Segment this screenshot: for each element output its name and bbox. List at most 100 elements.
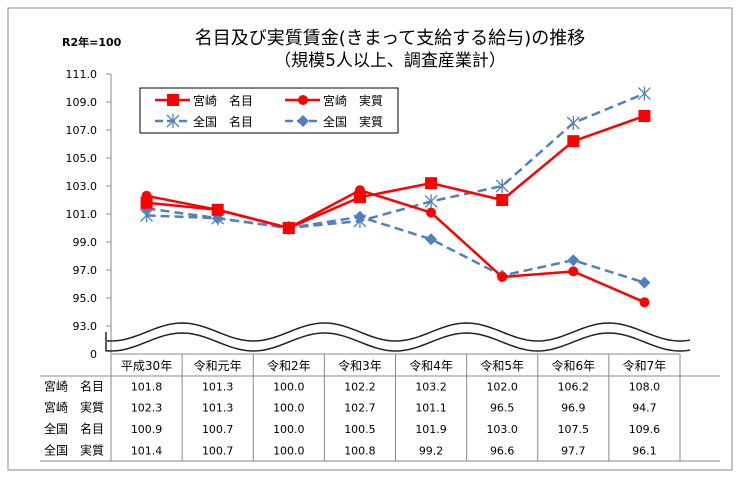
series-line [146, 92, 645, 230]
series-line [146, 114, 645, 230]
y-tick-label: 107.0 [66, 124, 98, 137]
legend-label: 全国 名目 [193, 114, 253, 129]
y-axis-label: R2年=100 [62, 35, 122, 49]
data-point-diamond [425, 233, 438, 246]
y-tick-label: 97.0 [73, 264, 98, 277]
table-cell: 100.5 [344, 423, 376, 436]
series-line [146, 207, 645, 284]
table-cell: 102.2 [344, 381, 376, 394]
table-cell: 108.0 [629, 381, 661, 394]
legend-item: 宮崎 実質 [285, 93, 383, 108]
table-cell: 100.8 [344, 445, 376, 458]
table-row-label: 宮崎 名目 [44, 379, 104, 394]
legend-item: 全国 名目 [155, 114, 253, 129]
data-point-asterisk [166, 114, 180, 128]
table-cell: 101.9 [415, 423, 447, 436]
table-row-label: 全国 実質 [44, 443, 104, 458]
data-point-square [353, 191, 366, 204]
table-row-label: 全国 名目 [44, 421, 104, 436]
data-point-diamond [638, 276, 651, 289]
data-point-circle [497, 272, 508, 282]
data-point-diamond [297, 115, 309, 127]
table-cell: 103.2 [415, 381, 447, 394]
data-point-square [496, 194, 509, 206]
data-point-asterisk [495, 179, 509, 193]
data-point-square [567, 135, 580, 148]
table-cell: 100.0 [273, 445, 305, 458]
table-cell: 100.0 [273, 381, 305, 394]
table-cell: 100.9 [131, 423, 163, 436]
data-point-circle [568, 266, 579, 277]
table-cell: 102.7 [344, 402, 376, 415]
table-cell: 96.6 [490, 445, 515, 458]
table-cell: 96.5 [490, 402, 515, 415]
legend-box [139, 87, 399, 134]
table-row-label: 宮崎 実質 [44, 400, 104, 415]
chart-title: 名目及び実質賃金(きまって支給する給与)の推移 [195, 28, 585, 49]
category-label: 令和4年 [409, 358, 453, 373]
table-cell: 101.3 [202, 402, 234, 415]
table-cell: 100.7 [202, 445, 234, 458]
data-point-asterisk [424, 194, 438, 209]
data-point-diamond [567, 254, 580, 267]
category-label: 令和元年 [194, 358, 242, 373]
table-cell: 100.0 [273, 423, 305, 436]
legend-item: 宮崎 名目 [155, 93, 253, 108]
table-cell: 101.3 [202, 381, 234, 394]
data-point-square [140, 196, 153, 209]
legend-label: 全国 実質 [323, 114, 383, 129]
table-cell: 96.1 [632, 445, 657, 458]
y-tick-label: 105.0 [66, 152, 98, 165]
data-point-circle [426, 207, 437, 218]
axis-break-wave [105, 332, 691, 352]
category-label: 令和2年 [267, 358, 311, 373]
category-label: 令和7年 [623, 358, 667, 373]
series-square [140, 110, 651, 234]
category-label: 令和3年 [338, 358, 382, 373]
data-point-circle [639, 297, 650, 308]
y-tick-label: 103.0 [66, 180, 98, 193]
data-point-square [638, 110, 651, 122]
legend-label: 宮崎 実質 [323, 93, 383, 108]
chart-frame [7, 7, 733, 471]
y-tick-label: 99.0 [73, 236, 98, 249]
table-cell: 101.8 [131, 381, 163, 394]
y-tick-label: 95.0 [73, 292, 98, 305]
table-cell: 101.1 [415, 402, 447, 415]
table-cell: 100.7 [202, 423, 234, 436]
category-label: 令和5年 [480, 358, 524, 373]
table-cell: 100.0 [273, 402, 305, 415]
table-cell: 97.7 [561, 445, 586, 458]
table-cell: 99.2 [419, 445, 444, 458]
chart-subtitle: （規模5人以上、調査産業計） [274, 51, 506, 71]
y-tick-label: 111.0 [66, 68, 98, 81]
table-cell: 94.7 [632, 402, 657, 415]
table-cell: 96.9 [561, 402, 586, 415]
data-point-square [167, 94, 179, 106]
data-point-square [282, 222, 295, 234]
table-cell: 109.6 [629, 423, 661, 436]
table-cell: 102.0 [486, 381, 518, 394]
data-point-circle [298, 95, 308, 105]
data-point-square [211, 203, 224, 216]
category-label: 平成30年 [121, 359, 172, 373]
category-label: 令和6年 [551, 358, 595, 373]
data-point-asterisk [566, 116, 580, 130]
y-tick-label: 93.0 [73, 320, 98, 333]
data-point-asterisk [637, 86, 651, 101]
legend-item: 全国 実質 [285, 114, 383, 129]
table-cell: 106.2 [558, 381, 590, 394]
data-point-asterisk [353, 214, 367, 228]
table-cell: 107.5 [558, 423, 590, 436]
legend-label: 宮崎 名目 [193, 93, 253, 108]
y-break-label: 0 [90, 348, 97, 361]
y-tick-label: 109.0 [66, 96, 98, 109]
table-cell: 102.3 [131, 402, 163, 415]
data-point-square [425, 177, 438, 190]
table-cell: 101.4 [131, 445, 163, 458]
y-tick-label: 101.0 [66, 208, 98, 221]
data-point-asterisk [140, 208, 154, 223]
axis-break-wave [105, 322, 691, 342]
